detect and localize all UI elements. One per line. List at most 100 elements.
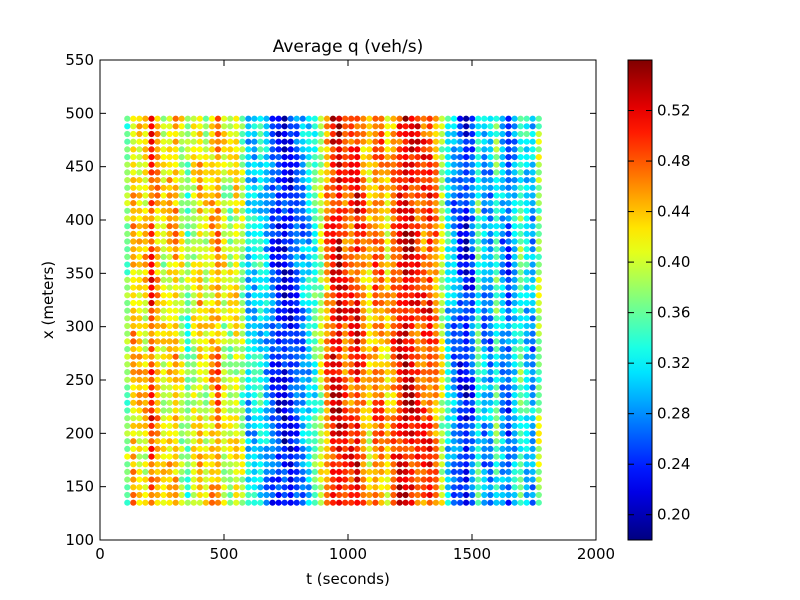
data-point (148, 230, 155, 237)
data-point (245, 223, 252, 230)
data-point (487, 384, 494, 391)
data-point (317, 438, 324, 445)
data-point (269, 238, 276, 245)
data-point (160, 330, 167, 337)
data-point (136, 392, 143, 399)
data-point (529, 369, 536, 376)
data-point (311, 253, 318, 260)
data-point (378, 468, 385, 475)
data-point (505, 376, 512, 383)
data-point (245, 438, 252, 445)
data-point (251, 422, 258, 429)
data-point (305, 376, 312, 383)
data-point (154, 230, 161, 237)
data-point (457, 361, 464, 368)
data-point (299, 215, 306, 222)
data-point (396, 399, 403, 406)
data-point (221, 422, 228, 429)
data-point (263, 399, 270, 406)
data-point (505, 223, 512, 230)
data-point (414, 284, 421, 291)
data-point (233, 253, 240, 260)
data-point (426, 322, 433, 330)
data-point (481, 184, 488, 191)
data-point (420, 161, 427, 168)
data-point (360, 154, 367, 161)
data-point (305, 330, 312, 337)
data-point (432, 430, 439, 437)
data-point (481, 284, 488, 291)
data-point (366, 415, 373, 422)
data-point (311, 330, 318, 337)
data-point (396, 430, 403, 437)
data-point (408, 346, 415, 353)
data-point (408, 353, 415, 360)
data-point (414, 453, 421, 460)
data-point (208, 499, 216, 506)
y-tick-label: 300 (65, 318, 94, 336)
data-point (342, 353, 349, 360)
data-point (305, 415, 312, 422)
data-point (227, 453, 234, 460)
data-point (160, 115, 167, 122)
data-point (469, 307, 476, 314)
data-point (317, 499, 324, 506)
data-point (493, 338, 500, 345)
data-point (438, 453, 445, 460)
data-point (275, 207, 282, 214)
data-point (202, 138, 209, 145)
data-point (178, 407, 185, 414)
data-point (172, 261, 179, 268)
data-point (148, 484, 155, 491)
data-point (293, 154, 300, 161)
data-point (535, 422, 542, 429)
data-point (178, 376, 185, 383)
data-point (227, 407, 234, 414)
data-point (233, 499, 240, 506)
data-point (287, 338, 294, 345)
data-point (154, 392, 161, 399)
data-point (221, 169, 228, 176)
data-point (336, 468, 343, 475)
data-point (529, 253, 536, 260)
data-point (481, 491, 488, 499)
data-point (505, 230, 512, 237)
data-point (257, 369, 264, 376)
data-point (166, 276, 173, 283)
data-point (166, 338, 173, 345)
data-point (196, 392, 203, 399)
data-point (154, 415, 161, 422)
data-point (535, 223, 542, 230)
data-point (130, 253, 137, 260)
data-point (432, 346, 439, 353)
data-point (281, 261, 288, 268)
data-point (287, 407, 294, 414)
data-point (354, 468, 361, 475)
data-point (202, 369, 209, 376)
data-point (178, 468, 185, 475)
data-point (426, 384, 433, 391)
data-point (245, 146, 252, 153)
data-point (124, 415, 131, 422)
data-point (475, 407, 482, 414)
data-point (499, 261, 506, 268)
data-point (329, 154, 337, 161)
data-point (450, 392, 458, 399)
y-tick-label: 200 (65, 424, 94, 442)
data-point (360, 161, 367, 168)
x-tick-label: 1500 (453, 545, 491, 563)
data-point (469, 322, 476, 330)
data-point (426, 200, 433, 207)
data-point (178, 299, 185, 307)
data-point (214, 230, 222, 237)
data-point (154, 146, 161, 153)
data-point (402, 361, 409, 368)
data-point (438, 276, 445, 283)
data-point (384, 430, 391, 437)
data-point (408, 376, 415, 383)
data-point (529, 192, 536, 199)
data-point (227, 307, 234, 314)
data-point (372, 177, 379, 184)
data-point (402, 292, 409, 299)
data-point (142, 207, 149, 214)
